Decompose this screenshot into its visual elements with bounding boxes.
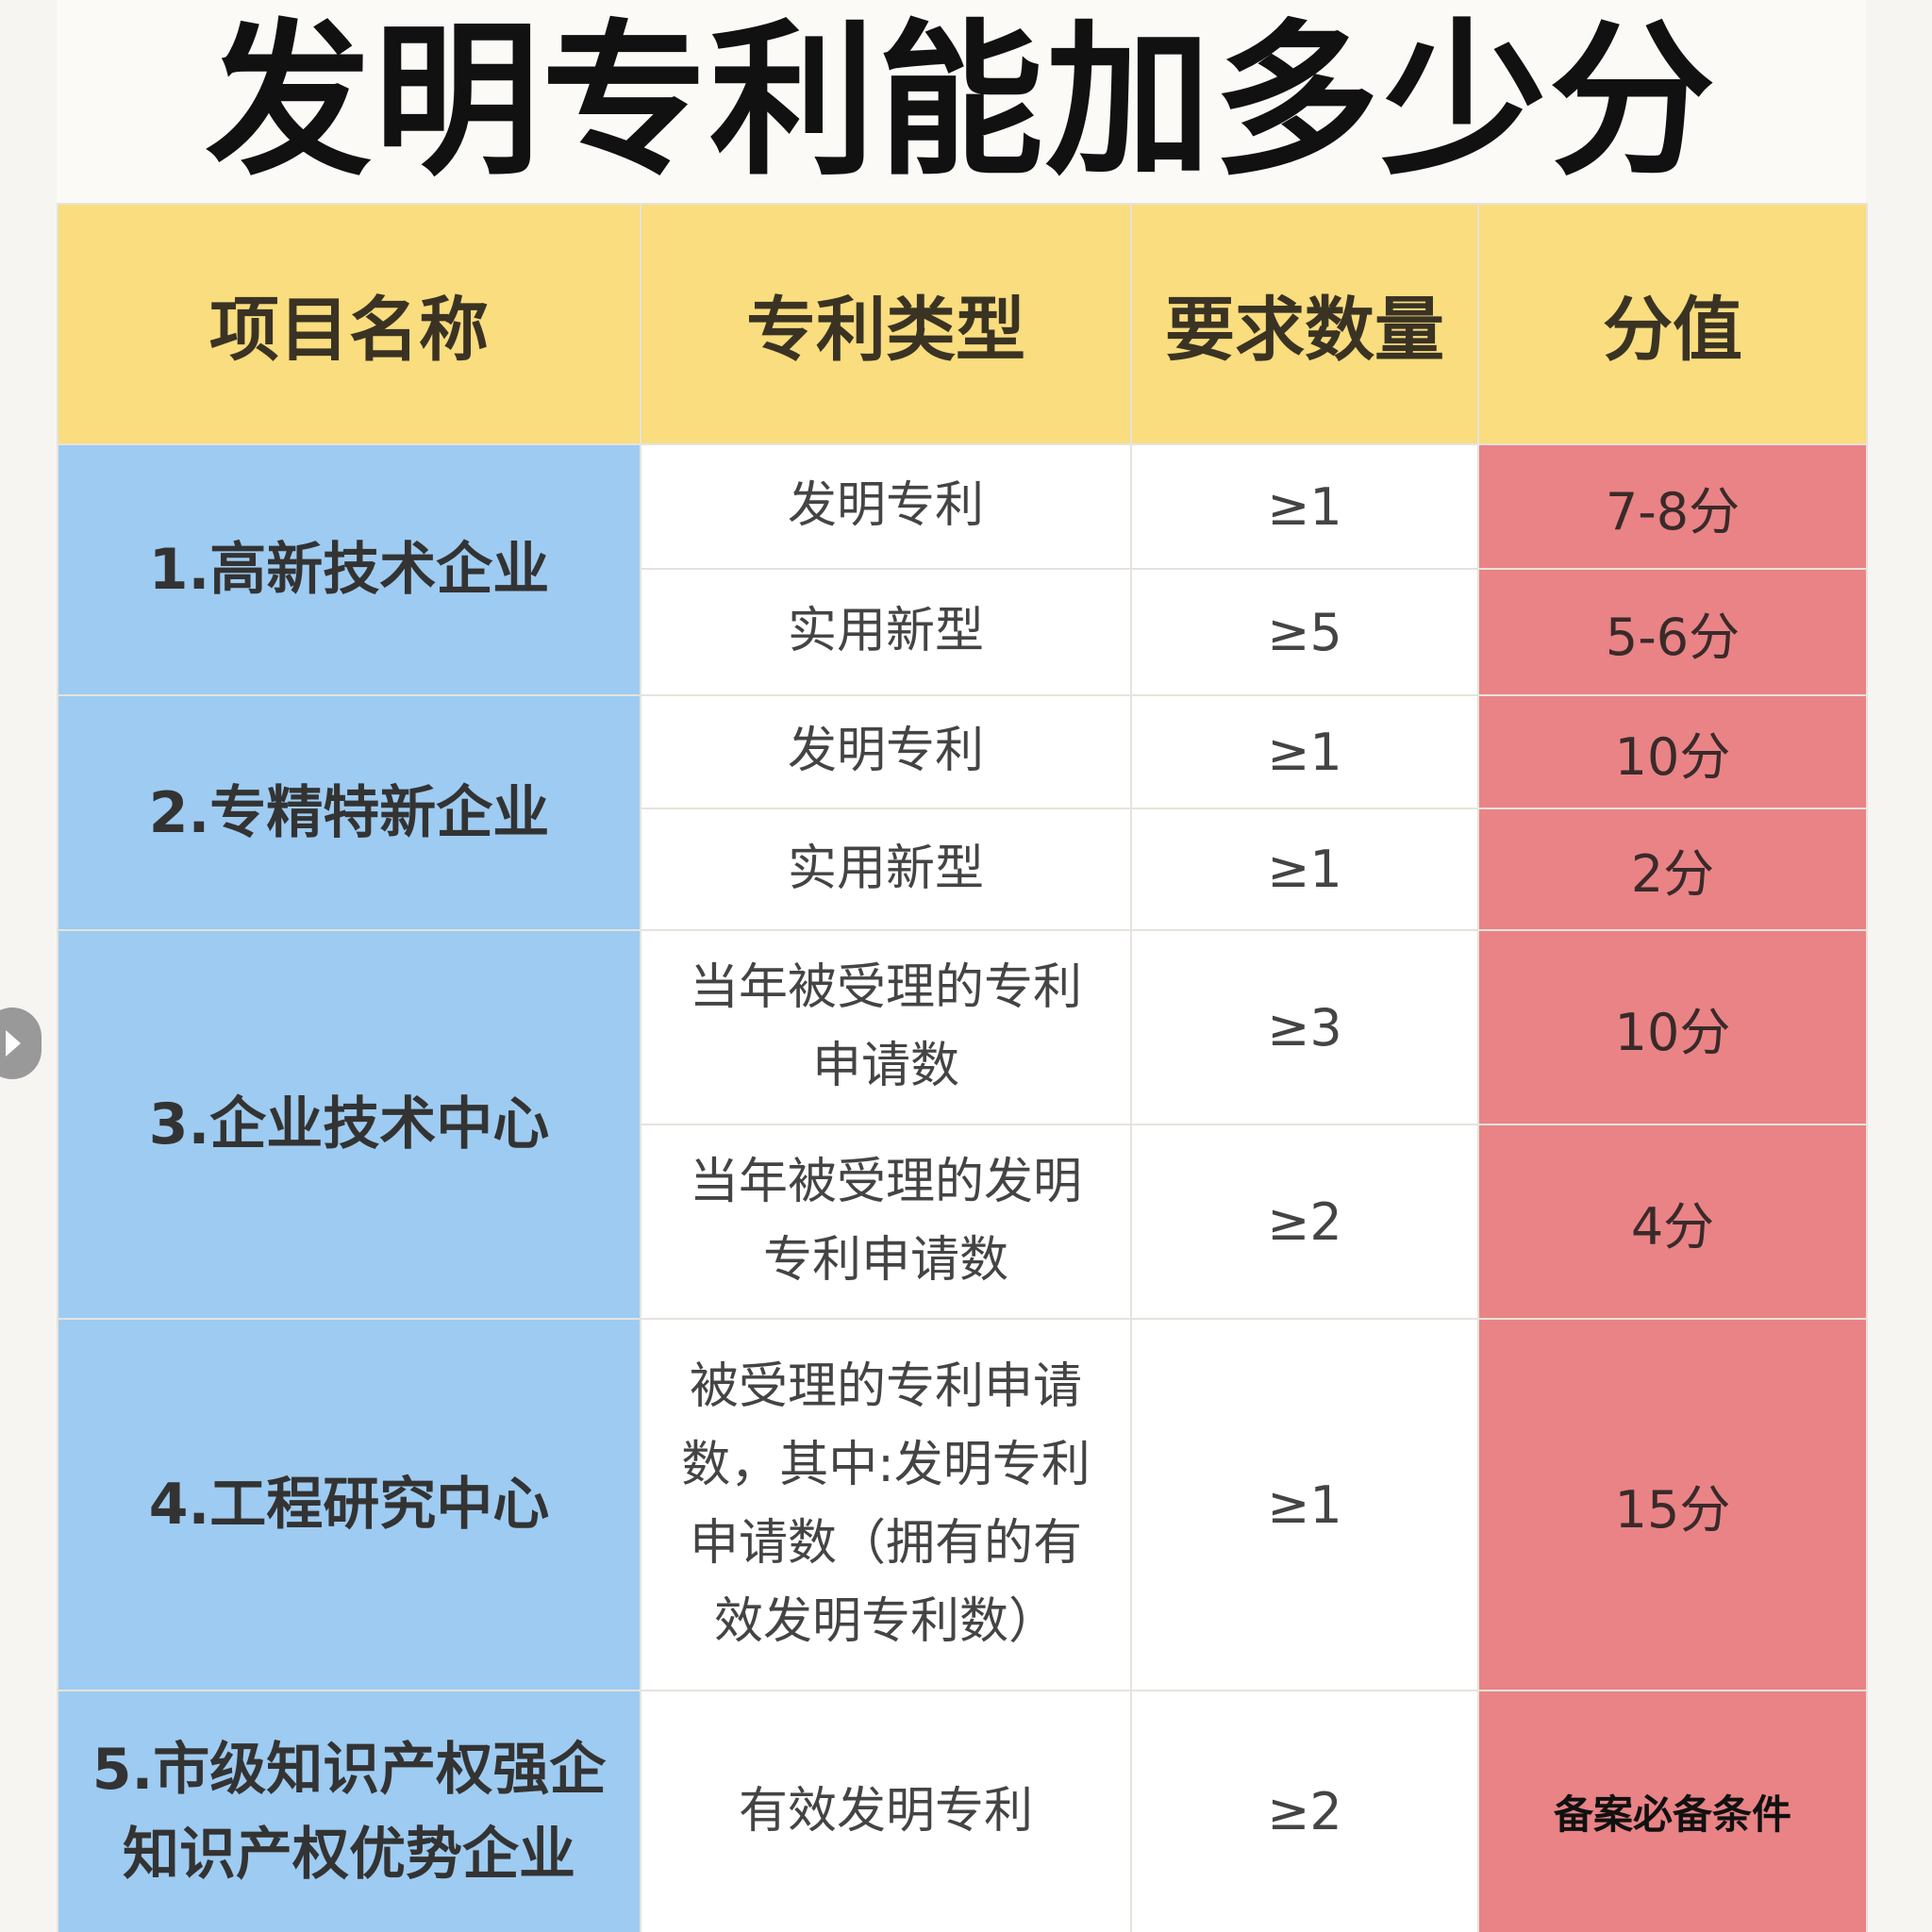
quantity-cell: ≥2 [1130,1690,1479,1932]
score-cell: 10分 [1477,929,1868,1125]
header-score: 分值 [1477,203,1868,445]
score-cell: 备案必备条件 [1477,1690,1868,1932]
score-cell: 4分 [1477,1124,1868,1320]
quantity-cell: ≥1 [1130,808,1479,931]
quantity-cell: ≥1 [1130,694,1479,809]
table-row: 当年被受理的发明 专利申请数 ≥2 4分 [58,1124,1868,1320]
header-name: 项目名称 [57,203,641,445]
page: 发明专利能加多少分 项目名称 专利类型 要求数量 分值 1.高新技术企业 发明专… [57,0,1868,1932]
table-row: 5.市级知识产权强企 知识产权优势企业 有效发明专利 ≥2 备案必备条件 [57,1690,1868,1932]
score-cell: 10分 [1477,694,1868,809]
patent-type-line: 申请数（拥有的有 [689,1515,1082,1572]
score-cell: 15分 [1477,1318,1868,1691]
project-name-cell: 1.高新技术企业 [57,443,641,696]
patent-type-cell: 实用新型 [640,568,1132,696]
patent-type-line: 数，其中:发明专利 [681,1436,1091,1493]
table-row: 实用新型 ≥1 2分 [58,808,1868,931]
project-name-line: 5.市级知识产权强企 [92,1736,607,1803]
project-name-cell: 3.企业技术中心 [57,929,641,1320]
patent-score-table: 项目名称 专利类型 要求数量 分值 1.高新技术企业 发明专利 ≥1 7-8分 … [57,203,1868,1932]
patent-type-cell: 实用新型 [640,808,1132,931]
score-cell: 5-6分 [1477,568,1868,696]
patent-type-line: 申请数 [811,1038,959,1094]
quantity-cell: ≥3 [1130,929,1479,1125]
table-row: 1.高新技术企业 发明专利 ≥1 7-8分 [57,443,1868,696]
patent-type-cell: 当年被受理的专利 申请数 [640,929,1132,1125]
project-name-cell: 2.专精特新企业 [57,694,641,931]
header-qty: 要求数量 [1130,203,1479,445]
patent-type-cell: 发明专利 [640,694,1132,809]
patent-type-line: 当年被受理的专利 [689,958,1082,1016]
chevron-right-icon[interactable] [0,1008,42,1079]
quantity-cell: ≥1 [1130,1318,1479,1691]
project-name-line: 知识产权优势企业 [123,1821,575,1888]
patent-type-line: 当年被受理的发明 [689,1153,1082,1210]
patent-type-cell: 发明专利 [640,443,1132,570]
patent-type-line: 被受理的专利申请 [689,1357,1082,1415]
table-row: 4.工程研究中心 被受理的专利申请 数，其中:发明专利 申请数（拥有的有 效发明… [57,1318,1868,1691]
score-cell: 7-8分 [1477,443,1868,570]
patent-type-line: 专利申请数 [762,1232,1008,1289]
table-row: 实用新型 ≥5 5-6分 [58,568,1868,696]
patent-type-line: 效发明专利数） [713,1593,1058,1651]
project-name-cell: 4.工程研究中心 [57,1318,641,1691]
score-cell: 2分 [1477,808,1868,931]
page-title: 发明专利能加多少分 [205,4,1717,198]
header-row: 项目名称 专利类型 要求数量 分值 [57,203,1868,445]
patent-type-cell: 有效发明专利 [640,1690,1132,1932]
table-row: 2.专精特新企业 发明专利 ≥1 10分 [57,694,1868,931]
quantity-cell: ≥1 [1130,443,1479,570]
table-row: 3.企业技术中心 当年被受理的专利 申请数 ≥3 10分 [57,929,1868,1320]
patent-type-cell: 被受理的专利申请 数，其中:发明专利 申请数（拥有的有 效发明专利数） [640,1318,1132,1691]
header-type: 专利类型 [640,203,1132,445]
patent-type-cell: 当年被受理的发明 专利申请数 [640,1124,1132,1320]
quantity-cell: ≥2 [1130,1124,1479,1320]
project-name-cell: 5.市级知识产权强企 知识产权优势企业 [57,1690,641,1932]
quantity-cell: ≥5 [1130,568,1479,696]
